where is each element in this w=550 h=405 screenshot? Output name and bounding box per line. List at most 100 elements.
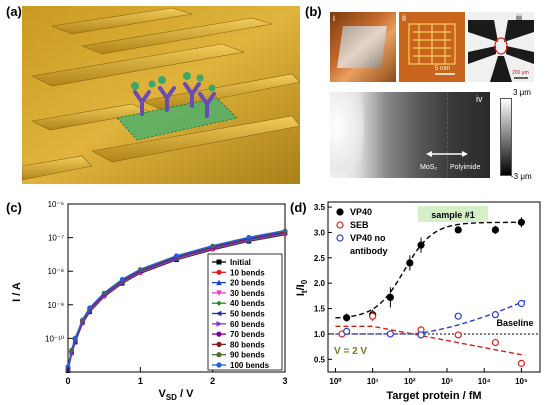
iv-marker [246,234,252,240]
data-point [386,330,394,338]
iv-x-tick-label: 3 [282,376,287,386]
panel-d-label: (d) [290,200,307,215]
iv-marker [119,276,125,282]
sub-label-i: i [333,13,335,23]
data-point [454,312,462,320]
iv-y-tick-label: 10⁻⁶ [48,200,64,209]
vp40-fit-curve [335,221,526,319]
afm-image-iv: iv MoS₂ Polyimide [330,92,490,178]
detection-y-tick-label: 3.0 [314,228,326,237]
iv-legend-label: 50 bends [230,310,265,319]
colorbar-min: -3 μm [511,172,532,181]
iv-legend-marker [216,362,222,368]
afm-colorbar [500,98,512,176]
detection-legend-marker [336,234,344,242]
iv-x-tick-label: 2 [210,376,215,386]
data-point [386,293,394,302]
iv-legend-label: 100 bends [230,361,270,370]
iv-x-tick-label: 1 [138,376,143,386]
iv-legend-marker [216,352,222,358]
data-point [491,338,500,347]
panel-a-label: (a) [6,4,22,19]
voltage-annotation: V = 2 V [334,346,367,357]
detection-y-tick-label: 2.5 [314,254,326,263]
sample-highlight [418,206,488,222]
panel-b-label: (b) [305,4,322,19]
detection-x-tick-label: 10⁰ [329,377,342,386]
iv-legend-label: 10 bends [230,268,265,277]
data-point [343,314,351,322]
scale-bar-ii: 5 mm [435,66,450,72]
detection-x-tick-label: 10¹ [367,377,379,386]
detection-y-tick-label: 0.5 [314,355,326,364]
iv-legend-label: 70 bends [230,330,265,339]
detection-y-tick-label: 3.5 [314,203,326,212]
seb-fit-curve [335,325,526,357]
detection-legend-marker [336,208,344,216]
data-point [517,299,526,308]
detection-y-axis-label: It/I0 [295,279,309,296]
iv-legend-marker [216,320,223,327]
panel-c-label: (c) [6,200,22,215]
iv-legend-marker [216,300,222,306]
data-point [406,259,414,267]
detection-x-tick-label: 10² [404,377,416,386]
iv-legend-marker [216,341,222,347]
data-point [454,331,462,339]
iv-legend-label: 60 bends [230,320,265,329]
photo-iii: iii 200 μm [468,12,534,82]
iv-y-axis-label: I / A [11,282,23,302]
iv-y-tick-label: 10⁻⁸ [48,267,65,276]
sample-annotation: sample #1 [431,210,475,220]
iv-y-tick-label: 10⁻⁷ [48,234,64,243]
detection-y-tick-label: 1.0 [314,330,326,339]
sub-label-ii: ii [402,13,406,23]
iv-legend-label: Initial [230,258,251,267]
detection-legend-marker [336,221,344,229]
antibody-icons [133,82,216,118]
detection-legend-label: antibody [350,246,388,256]
iv-legend-marker [216,290,222,297]
iv-legend-label: 90 bends [230,351,265,360]
polyimide-label: Polyimide [450,164,481,171]
detection-x-tick-label: 10⁴ [478,377,491,386]
data-point [417,331,425,339]
target-proteins [131,72,216,92]
iv-legend-marker [216,259,222,265]
iv-legend-marker [215,310,222,317]
iv-x-axis-label: VSD / V [159,388,195,402]
data-point [491,311,500,319]
detection-legend-label: VP40 no [350,233,386,243]
iv-legend-label: 80 bends [230,340,265,349]
data-point [491,226,500,234]
iv-legend-marker [216,269,222,275]
detection-x-tick-label: 10³ [441,377,453,386]
sub-label-iv: iv [476,94,483,104]
detection-legend-label: VP40 [350,207,372,217]
iv-legend-label: 40 bends [230,299,265,308]
iv-y-tick-label: 10⁻⁹ [47,301,64,310]
data-point [417,241,425,249]
baseline-annotation: Baseline [496,318,533,328]
photo-i: i [330,12,396,82]
iv-x-tick-label: 0 [65,376,70,386]
detection-chart: sample #1 0.5 1.0 1.5 2.0 2.5 3.0 3.5 10⁰ 10¹ 10… [295,201,541,402]
device-illustration [22,6,300,184]
sub-label-iii: iii [516,13,522,23]
data-point [343,327,351,336]
iv-marker [87,305,93,311]
iv-legend-label: 20 bends [230,279,265,288]
detection-legend-label: SEB [350,220,369,230]
colorbar-max: 3 μm [513,88,531,97]
iv-legend-marker [216,331,222,337]
electrode-bars [22,7,300,181]
iv-legend-label: 30 bends [230,289,265,298]
iv-y-tick-label: 10⁻¹⁰ [45,334,64,343]
iv-legend-marker [216,279,222,286]
detection-x-axis-label: Target protein / fM [386,390,481,402]
detection-y-tick-label: 2.0 [314,279,326,288]
photo-ii: ii 5 mm [399,12,465,82]
data-point [517,359,526,367]
data-point [369,312,377,320]
